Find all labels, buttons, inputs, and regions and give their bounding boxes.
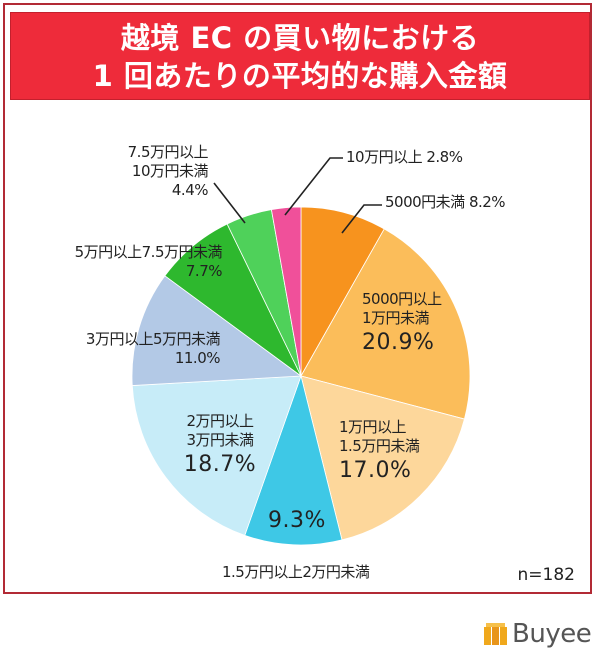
label-percent-1-5man-to-2man: 9.3% xyxy=(268,508,326,533)
label-percent: 18.7% xyxy=(183,452,257,477)
label-line: 5万円以上7.5万円未満 xyxy=(74,243,223,261)
box-logo-icon xyxy=(484,623,507,645)
label-1-5man-to-2man: 1.5万円以上2万円未満 xyxy=(222,563,370,581)
label-line: 2万円以上 xyxy=(186,412,254,430)
label-line: 3万円未満 xyxy=(186,431,254,449)
leader-line-over-10man xyxy=(284,157,343,216)
label-line: 5000円以上 xyxy=(362,290,442,308)
buyee-logo: Buyee xyxy=(483,619,592,649)
pie-slice xyxy=(300,228,471,420)
label-5man-to-7-5man: 5万円以上7.5万円未満 7.7% xyxy=(70,243,223,281)
pie-slice xyxy=(300,206,385,378)
pie-slice xyxy=(131,375,302,536)
leader-line-under-5000 xyxy=(341,204,382,234)
label-percent: 17.0% xyxy=(339,458,412,483)
brand-name: Buyee xyxy=(512,619,592,649)
label-line: 10万円未満 xyxy=(131,162,209,180)
title-line-1: 越境 EC の買い物における xyxy=(120,21,480,55)
pie-slice xyxy=(131,275,303,386)
sample-size: n=182 xyxy=(517,565,575,585)
label-line: 3万円以上5万円未満 xyxy=(85,330,221,348)
leader-lines xyxy=(213,157,382,234)
label-percent: 20.9% xyxy=(362,330,435,355)
pie-slice xyxy=(244,374,343,546)
label-5000-to-1man: 5000円以上 1万円未満 20.9% xyxy=(362,290,442,358)
label-1man-to-1-5man: 1万円以上 1.5万円未満 17.0% xyxy=(339,418,420,486)
label-percent: 7.7% xyxy=(185,262,223,280)
label-line: 1万円未満 xyxy=(362,309,430,327)
label-percent: 4.4% xyxy=(171,181,209,199)
label-line: 1.5万円未満 xyxy=(339,437,420,455)
pie-slices xyxy=(131,206,471,546)
label-line: 1万円以上 xyxy=(339,418,407,436)
label-under-5000: 5000円未満 8.2% xyxy=(385,193,506,211)
label-line: 7.5万円以上 xyxy=(127,143,209,161)
label-percent: 11.0% xyxy=(174,349,221,367)
title-banner: 越境 EC の買い物における 1 回あたりの平均的な購入金額 xyxy=(10,12,590,100)
pie-slice xyxy=(270,206,302,377)
title-line-2: 1 回あたりの平均的な購入金額 xyxy=(92,59,508,93)
label-over-10man: 10万円以上 2.8% xyxy=(346,148,463,166)
pie-slice xyxy=(300,375,465,541)
label-7-5man-to-10man: 7.5万円以上 10万円未満 4.4% xyxy=(112,143,209,200)
leader-line-7-5man xyxy=(213,182,246,224)
label-3man-to-5man: 3万円以上5万円未満 11.0% xyxy=(80,330,221,368)
label-2man-to-3man: 2万円以上 3万円未満 18.7% xyxy=(180,412,260,480)
